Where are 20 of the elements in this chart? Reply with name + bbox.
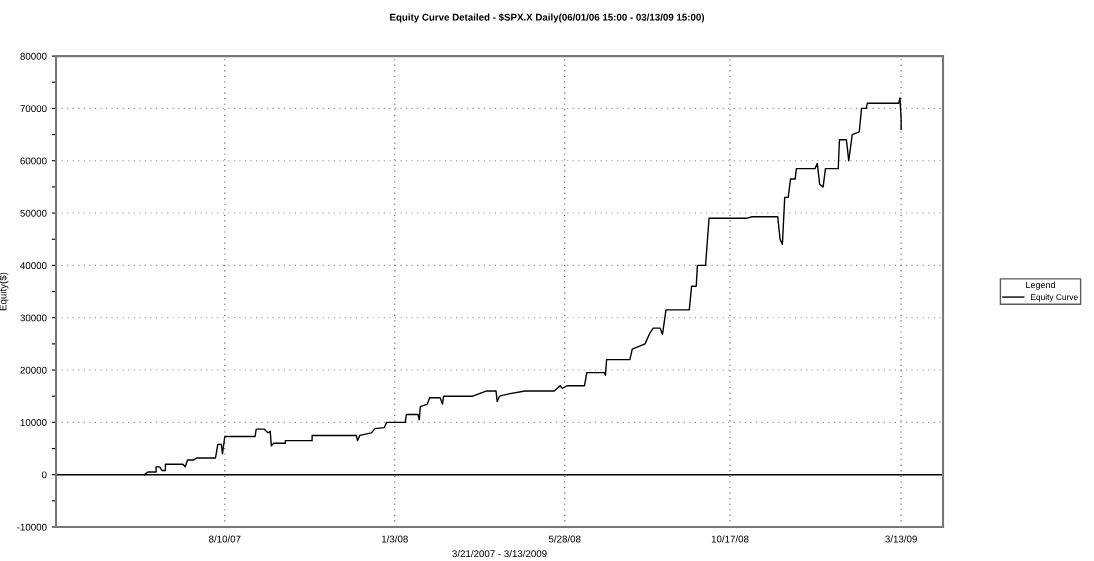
chart-title: Equity Curve Detailed - $SPX.X Daily(06/01/06 15:00 - 03/13/09 15:00) [390, 13, 705, 23]
y-tick-label: 20000 [20, 366, 47, 374]
x-tick-label: 1/3/08 [381, 535, 408, 543]
legend-title: Legend [1026, 281, 1055, 290]
y-axis-title: Equity($) [0, 272, 9, 311]
y-tick-label: 30000 [20, 314, 47, 322]
x-tick-label: 8/10/07 [209, 535, 241, 543]
x-axis-title: 3/21/2007 - 3/13/2009 [452, 549, 547, 558]
x-tick-label: 3/13/09 [885, 535, 917, 543]
y-tick-label: 80000 [20, 52, 47, 60]
y-tick-label: 70000 [20, 105, 47, 113]
y-tick-label: 60000 [20, 157, 47, 165]
y-tick-label: 40000 [20, 262, 47, 270]
y-tick-label: 0 [41, 471, 47, 479]
y-tick-label: 50000 [20, 209, 47, 217]
x-tick-label: 5/28/08 [548, 535, 581, 543]
y-tick-label: 10000 [20, 419, 47, 426]
legend-label: Equity Curve [1031, 293, 1078, 302]
y-tick-label: -10000 [17, 523, 47, 531]
x-tick-label: 10/17/08 [711, 535, 749, 543]
